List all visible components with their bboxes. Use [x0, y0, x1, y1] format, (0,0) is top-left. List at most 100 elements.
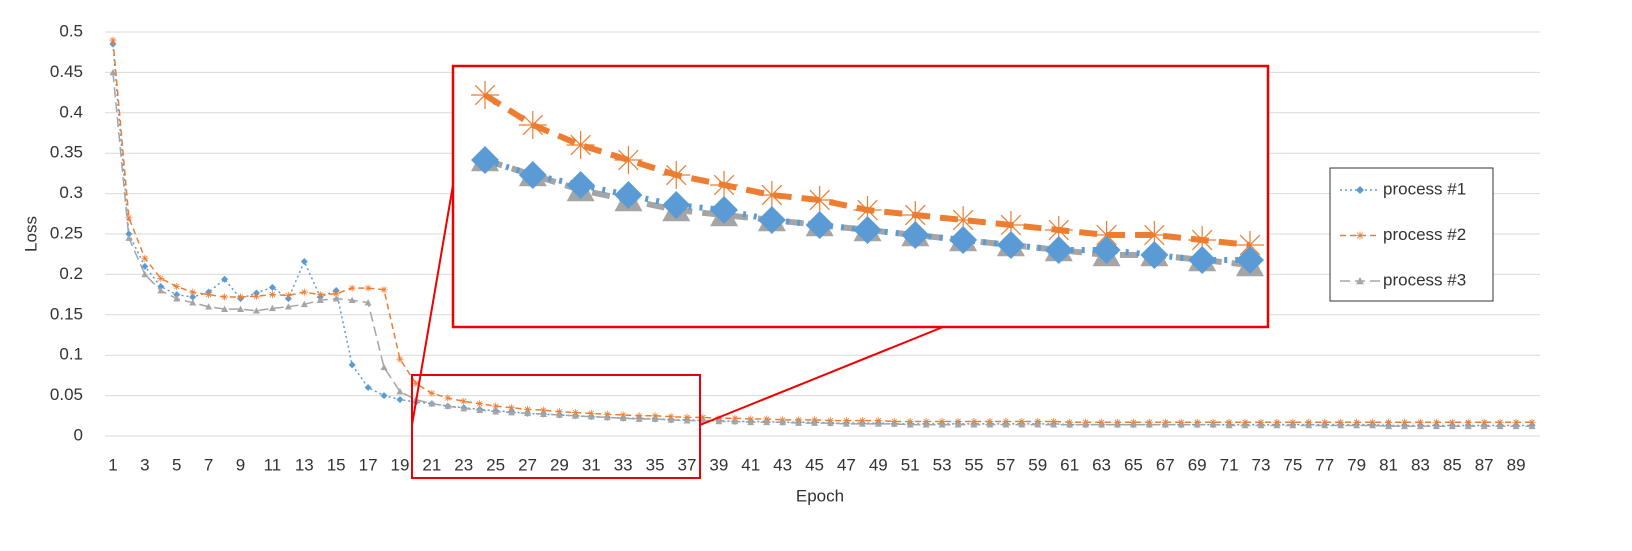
marker: [1236, 231, 1264, 259]
y-tick-label: 0.5: [59, 21, 83, 40]
marker: [1337, 421, 1345, 429]
marker: [747, 418, 755, 426]
marker: [667, 416, 675, 423]
marker: [1034, 421, 1042, 428]
marker: [566, 131, 595, 159]
marker: [1161, 421, 1169, 428]
marker: [1188, 226, 1217, 254]
marker: [460, 405, 468, 412]
x-tick-label: 5: [172, 455, 181, 474]
x-tick-label: 79: [1347, 455, 1366, 474]
marker: [1528, 418, 1536, 426]
marker: [1092, 221, 1121, 249]
marker: [1236, 246, 1264, 274]
series-line: [112, 72, 1533, 428]
marker: [189, 293, 197, 301]
marker: [300, 300, 308, 308]
marker: [842, 420, 850, 427]
marker: [1193, 421, 1201, 428]
x-tick-label: 51: [901, 455, 920, 474]
marker: [173, 291, 181, 299]
marker: [444, 394, 452, 402]
x-tick-label: 25: [486, 455, 505, 474]
marker: [1129, 421, 1137, 428]
marker: [141, 254, 149, 262]
marker: [221, 275, 229, 283]
marker: [1140, 221, 1169, 249]
x-tick-label: 47: [837, 455, 856, 474]
marker: [1188, 246, 1217, 274]
marker: [1050, 421, 1058, 428]
y-tick-label: 0.2: [59, 264, 83, 283]
zoom-connector: [411, 184, 454, 426]
marker: [853, 216, 882, 244]
marker: [805, 186, 834, 214]
marker: [757, 206, 786, 234]
marker: [348, 284, 356, 292]
marker: [710, 196, 739, 224]
marker: [364, 384, 372, 392]
marker: [316, 296, 324, 304]
marker: [1018, 421, 1026, 428]
marker: [252, 307, 260, 314]
marker: [890, 420, 898, 427]
marker: [555, 411, 563, 418]
x-tick-label: 59: [1028, 455, 1047, 474]
inset-line: [484, 157, 1251, 268]
x-tick-label: 41: [741, 455, 760, 474]
marker: [460, 397, 468, 405]
y-tick-label: 0.45: [50, 62, 83, 81]
marker: [348, 296, 356, 304]
marker: [476, 406, 484, 413]
x-tick-label: 57: [996, 455, 1015, 474]
x-tick-label: 17: [359, 455, 378, 474]
marker: [1209, 421, 1217, 428]
marker: [1512, 422, 1520, 430]
marker: [1480, 422, 1488, 430]
marker: [826, 419, 834, 426]
marker: [1385, 422, 1393, 430]
marker: [268, 291, 276, 299]
marker: [125, 234, 133, 241]
marker: [1273, 421, 1281, 429]
zoom-box: [411, 374, 701, 479]
marker: [949, 206, 978, 234]
marker: [662, 191, 691, 219]
y-tick-label: 0.25: [50, 223, 83, 242]
x-tick-label: 77: [1315, 455, 1334, 474]
marker: [332, 290, 340, 298]
marker: [1496, 418, 1504, 426]
marker: [1321, 421, 1329, 429]
marker: [524, 409, 532, 417]
x-tick-label: 31: [582, 455, 601, 474]
x-tick-label: 75: [1283, 455, 1302, 474]
marker: [1448, 422, 1456, 430]
x-tick-label: 39: [709, 455, 728, 474]
marker: [1177, 421, 1185, 428]
marker: [1092, 236, 1121, 264]
marker: [300, 288, 308, 296]
marker: [996, 211, 1025, 239]
marker: [476, 400, 484, 408]
marker: [237, 305, 245, 312]
marker: [949, 226, 978, 254]
marker: [492, 408, 500, 415]
x-tick-label: 7: [204, 455, 213, 474]
marker: [364, 299, 372, 306]
marker: [471, 146, 499, 174]
marker: [1385, 418, 1393, 426]
marker: [571, 412, 579, 419]
marker: [954, 421, 962, 428]
y-tick-label: 0.35: [50, 143, 83, 162]
marker: [1432, 418, 1440, 426]
marker: [996, 231, 1025, 259]
y-tick-label: 0.4: [59, 102, 83, 121]
x-tick-label: 73: [1252, 455, 1271, 474]
marker: [380, 363, 388, 371]
marker: [173, 283, 181, 291]
zoom-connector: [699, 326, 944, 426]
x-tick-label: 45: [805, 455, 824, 474]
marker: [396, 355, 404, 363]
marker: [906, 421, 914, 428]
marker: [428, 389, 436, 397]
